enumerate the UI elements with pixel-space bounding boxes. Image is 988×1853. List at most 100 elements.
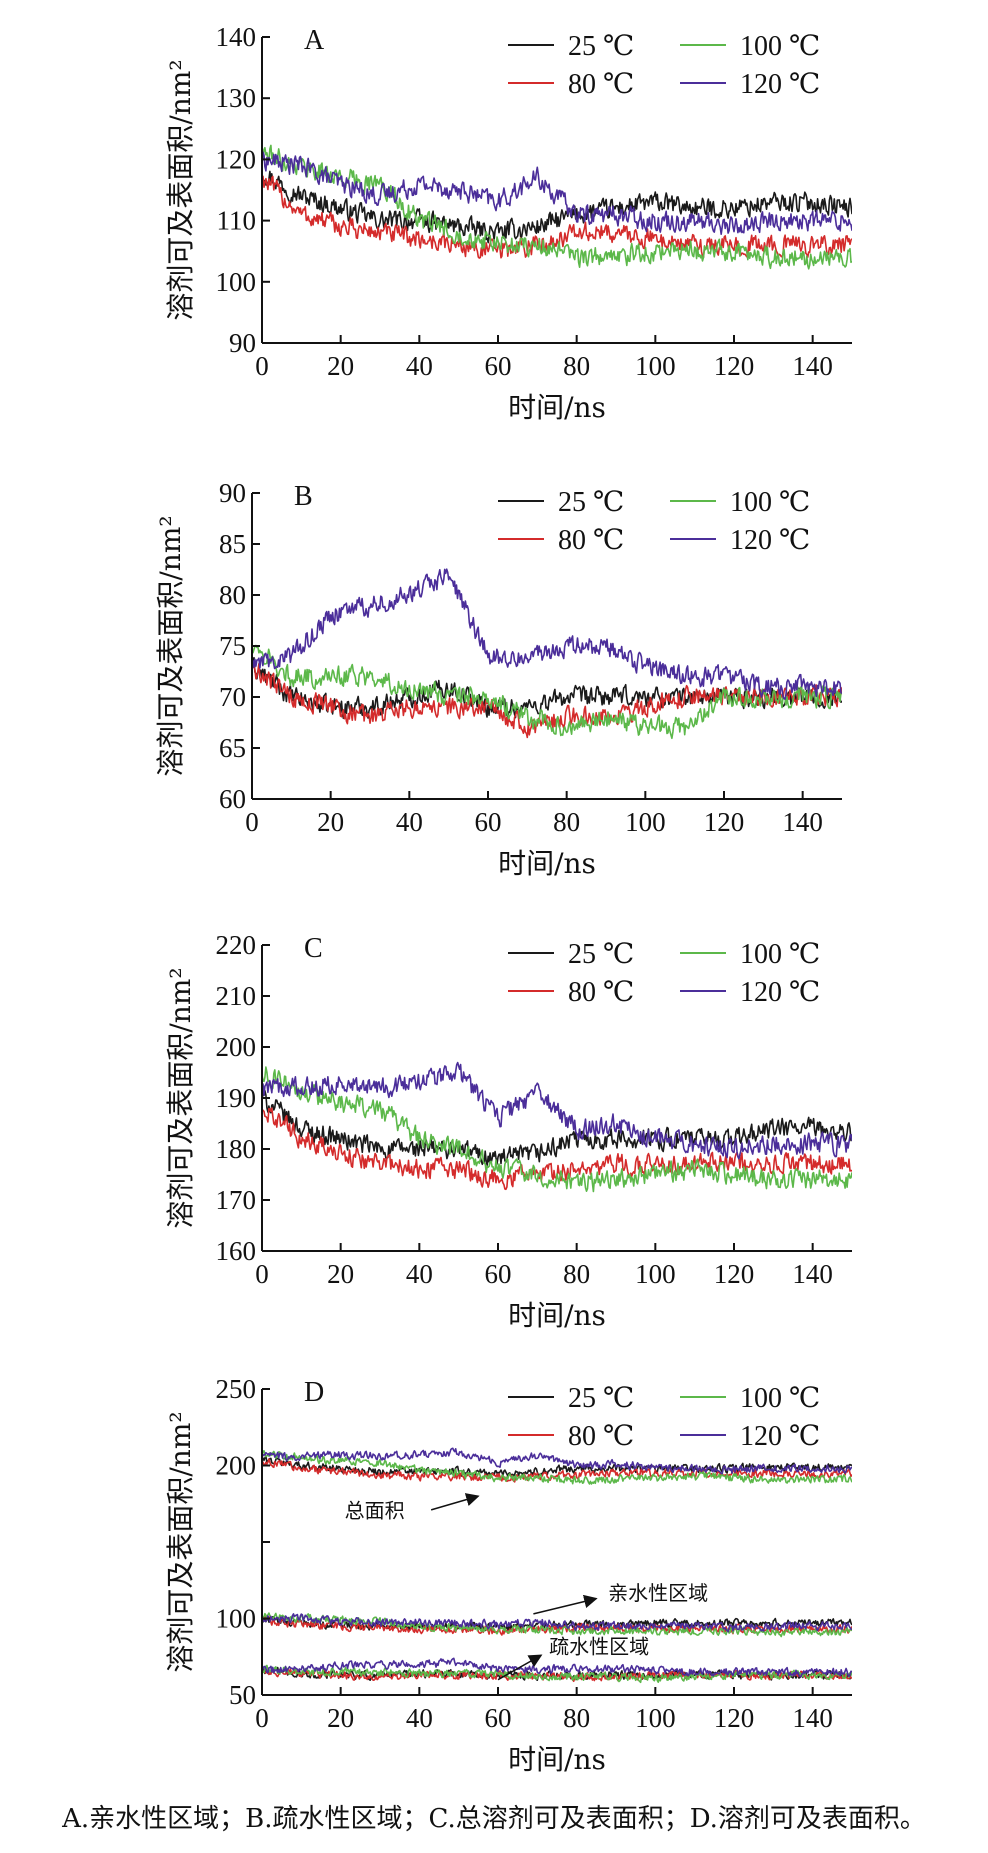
x-tick-label: 80 [563,351,590,381]
y-tick-label: 65 [219,733,246,763]
annotation-hydrophobic: 疏水性区域 [549,1635,649,1659]
y-tick-label: 90 [229,328,256,358]
series-line [262,170,852,244]
annotation-arrow [497,1654,543,1681]
legend-label: 80 ℃ [558,525,624,556]
legend-label: 120 ℃ [740,69,820,100]
legend-label: 25 ℃ [568,31,634,62]
legend-label: 120 ℃ [740,1421,820,1452]
chart-panel-a: 0 20 40 60 80 100 120 140 90 100 110 120 130 140 时间/ns… [164,22,852,424]
x-tick-label: 60 [485,351,512,381]
series-lines [262,144,852,270]
x-axis-label: 时间/ns [508,391,606,424]
x-tick-label: 100 [635,351,676,381]
legend-label: 80 ℃ [568,1421,634,1452]
series-line [262,175,852,259]
y-axis-label: 溶剂可及表面积/nm² [154,515,187,776]
y-tick-label: 80 [219,580,246,610]
y-tick-label: 200 [216,1451,257,1481]
series-line [262,1612,852,1638]
x-tick-label: 40 [406,1703,433,1733]
x-tick-label: 40 [406,1259,433,1289]
y-tick-label: 140 [216,22,257,52]
y-tick-label: 85 [219,529,246,559]
x-tick-label: 20 [327,351,354,381]
y-tick-label: 210 [216,981,257,1011]
y-tick-label: 90 [219,478,246,508]
series-line [262,1458,852,1483]
chart-panel-d: 0 20 40 60 80 100 120 140 50 100 200 250 时间/ns 溶剂可及表面… [164,1374,852,1776]
series-line [252,662,842,739]
x-tick-label: 120 [714,351,755,381]
legend-label: 80 ℃ [568,977,634,1008]
legend: 25 ℃ 80 ℃ 100 ℃ 120 ℃ [508,939,820,1008]
panel-letter: C [304,933,323,964]
x-tick-label: 60 [485,1259,512,1289]
series-line [262,1613,852,1633]
x-tick-label: 0 [245,807,259,837]
y-tick-label: 100 [216,267,257,297]
x-axis-label: 时间/ns [508,1299,606,1332]
y-tick-label: 70 [219,682,246,712]
y-tick-label: 220 [216,930,257,960]
legend-label: 25 ℃ [568,939,634,970]
y-axis-label: 溶剂可及表面积/nm² [164,59,197,320]
y-tick-label: 75 [219,631,246,661]
panel-letter: B [294,481,313,512]
x-tick-label: 40 [406,351,433,381]
x-axis-label: 时间/ns [508,1743,606,1776]
x-tick-label: 80 [553,807,580,837]
annotation-hydrophilic: 亲水性区域 [608,1581,708,1605]
series-line [262,1061,852,1160]
legend-label: 80 ℃ [568,69,634,100]
figure-caption: A.亲水性区域；B.疏水性区域；C.总溶剂可及表面积；D.溶剂可及表面积。 [61,1804,926,1834]
x-tick-label: 100 [625,807,666,837]
legend-label: 100 ℃ [740,939,820,970]
x-tick-label: 80 [563,1703,590,1733]
y-tick-label: 60 [219,784,246,814]
y-tick-label: 190 [216,1083,257,1113]
y-axis-label: 溶剂可及表面积/nm² [164,1411,197,1672]
panel-letter: A [304,25,325,56]
y-tick-label: 100 [216,1604,257,1634]
x-tick-label: 120 [714,1703,755,1733]
x-tick-label: 0 [255,1259,269,1289]
annotation-total-area: 总面积 [345,1499,405,1523]
series-lines [262,1447,852,1684]
series-line [262,151,852,235]
annotation-arrow [533,1594,598,1615]
legend-label: 25 ℃ [568,1383,634,1414]
legend-label: 120 ℃ [740,977,820,1008]
series-line [252,644,842,740]
y-tick-label: 160 [216,1236,257,1266]
series-lines [262,1061,852,1193]
series-line [262,1066,852,1193]
x-tick-label: 100 [635,1259,676,1289]
legend-label: 100 ℃ [740,1383,820,1414]
x-tick-label: 20 [327,1703,354,1733]
y-tick-label: 200 [216,1032,257,1062]
series-line [262,1450,852,1485]
x-tick-label: 140 [792,351,833,381]
y-tick-label: 250 [216,1374,257,1404]
series-line [262,1089,852,1166]
x-tick-label: 120 [714,1259,755,1289]
legend-label: 25 ℃ [558,487,624,518]
y-tick-label: 130 [216,83,257,113]
x-tick-label: 120 [704,807,745,837]
y-tick-label: 180 [216,1134,257,1164]
panel-letter: D [304,1377,324,1408]
chart-panel-c: 0 20 40 60 80 100 120 140 160 170 180 190 200 210 220 时… [164,930,852,1332]
legend: 25 ℃ 80 ℃ 100 ℃ 120 ℃ [508,1383,820,1452]
series-lines [252,568,842,740]
legend: 25 ℃ 80 ℃ 100 ℃ 120 ℃ [498,487,810,556]
legend: 25 ℃ 80 ℃ 100 ℃ 120 ℃ [508,31,820,100]
x-tick-label: 140 [792,1703,833,1733]
x-tick-label: 140 [792,1259,833,1289]
series-line [252,568,842,700]
legend-label: 100 ℃ [740,31,820,62]
y-axis-label: 溶剂可及表面积/nm² [164,967,197,1228]
y-tick-label: 170 [216,1185,257,1215]
